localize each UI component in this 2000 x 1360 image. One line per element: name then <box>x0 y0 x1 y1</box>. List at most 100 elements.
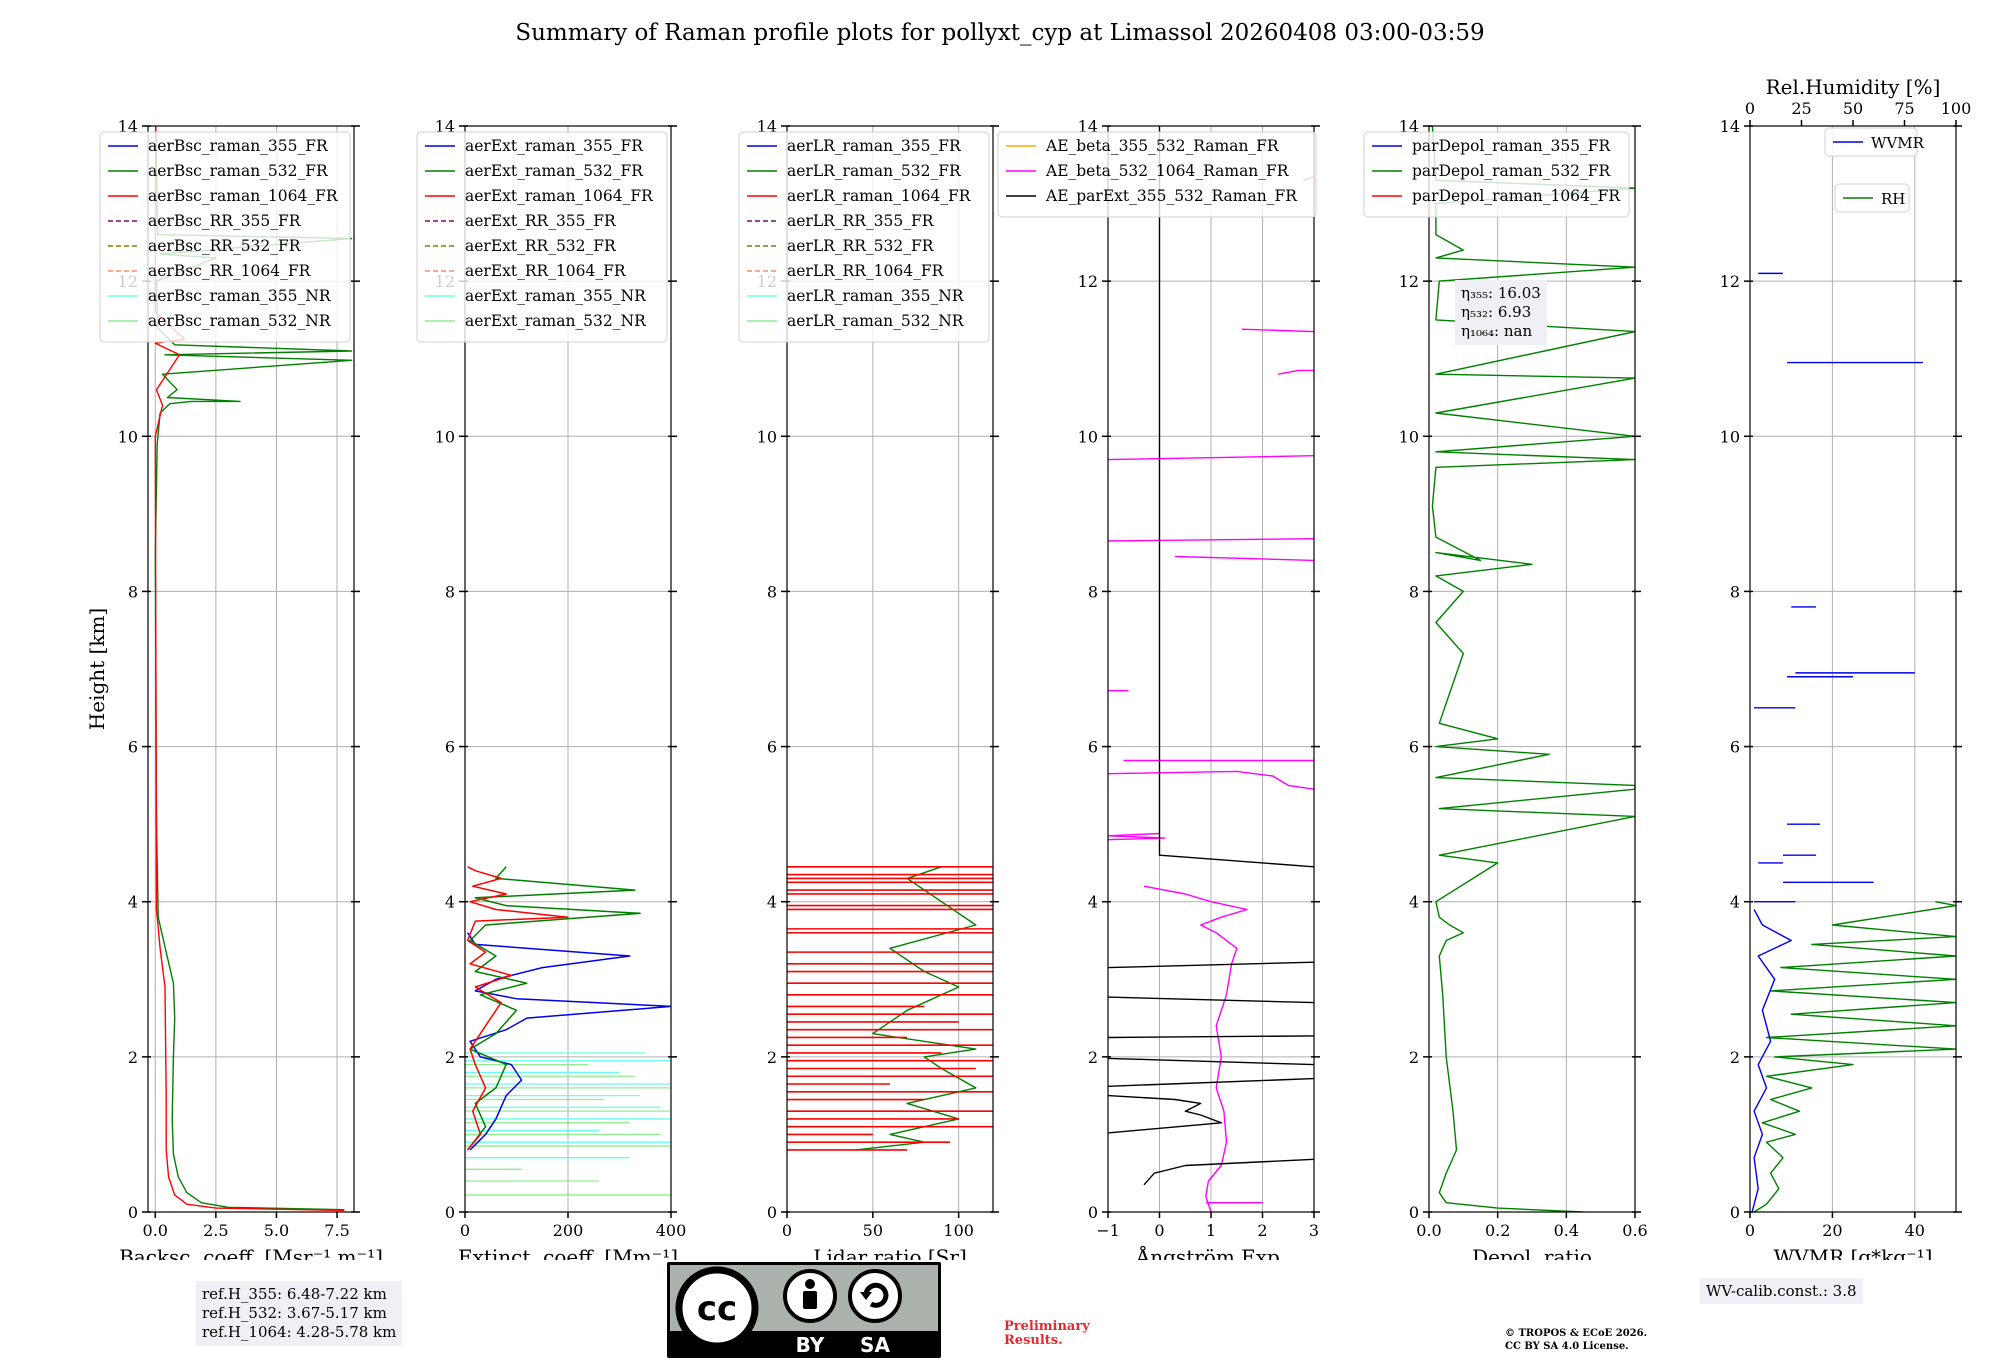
y-tick-label: 6 <box>445 738 455 757</box>
series-AE_parExt_355_532_Raman_FR <box>1143 1158 1314 1186</box>
series-group <box>465 866 671 1196</box>
y-tick-label: 10 <box>757 427 777 446</box>
y-tick-label: 0 <box>128 1203 138 1222</box>
legend-label: aerBsc_raman_355_FR <box>148 137 329 155</box>
x-tick-label: 0.4 <box>1554 1221 1579 1240</box>
cc-logo-icon <box>675 1266 759 1350</box>
y-tick-label: 4 <box>1730 893 1740 912</box>
x-tick-label: 400 <box>656 1221 687 1240</box>
x-tick-label: 3 <box>1309 1221 1319 1240</box>
series-AE_beta_532_1064_Raman_FR_i <box>1277 369 1314 375</box>
legend-label: aerExt_RR_355_FR <box>465 212 617 230</box>
eta-532: η₅₃₂: 6.93 <box>1461 303 1532 321</box>
legend-box <box>997 131 1317 218</box>
series-parDepol_raman_532_FR <box>1431 126 1635 1212</box>
series-AE_parExt_355_532_Raman_FR_c <box>1108 1077 1314 1087</box>
series-AE_beta_532_1064_Raman_FR_f <box>1174 555 1314 562</box>
y-tick-label: 14 <box>1720 117 1740 136</box>
series-aerExt_raman_355_FR <box>466 932 671 1151</box>
copyright-note: © TROPOS & ECoE 2026. CC BY SA 4.0 Licen… <box>1505 1327 1647 1353</box>
preliminary-note: Preliminary Results. <box>1004 1320 1090 1348</box>
y-tick-label: 2 <box>1088 1048 1098 1067</box>
legend-label: WVMR <box>1871 134 1925 152</box>
legend-label: aerLR_raman_355_NR <box>787 287 965 305</box>
preliminary-line2: Results. <box>1004 1333 1063 1348</box>
figure-title: Summary of Raman profile plots for polly… <box>515 20 1485 46</box>
y-tick-label: 12 <box>1078 272 1098 291</box>
legend-box <box>416 131 668 343</box>
top-x-tick-label: 75 <box>1894 99 1914 118</box>
legend-box <box>738 131 990 343</box>
legend: aerExt_raman_355_FR aerExt_raman_532_FRae… <box>416 131 668 343</box>
cc-logo-text: cc <box>697 1289 737 1329</box>
y-tick-label: 8 <box>1730 582 1740 601</box>
legend-label: aerBsc_raman_532_NR <box>148 312 332 330</box>
x-tick-label: 200 <box>553 1221 584 1240</box>
y-tick-label: 0 <box>445 1203 455 1222</box>
y-tick-label: 6 <box>1088 738 1098 757</box>
reference-height-box: ref.H_355: 6.48-7.22 km ref.H_532: 3.67-… <box>196 1281 403 1346</box>
panel-extinction: 024681012140200400Extinct. coeff. [Mm⁻¹]… <box>416 117 687 1260</box>
series-AE_beta_532_1064_Raman_FR_g <box>1108 538 1314 542</box>
legend-label: RH <box>1881 190 1905 208</box>
x-tick-label: −1 <box>1096 1221 1120 1240</box>
by-label: BY <box>796 1333 825 1357</box>
legend-label: aerBsc_raman_355_NR <box>148 287 332 305</box>
y-tick-label: 10 <box>1399 427 1419 446</box>
legend: aerBsc_raman_355_FR aerBsc_raman_532_FRae… <box>99 131 351 343</box>
axes-frame <box>147 125 355 1213</box>
ref-h-355: ref.H_355: 6.48-7.22 km <box>202 1285 387 1303</box>
legend: AE_beta_355_532_Raman_FR AE_beta_532_1064… <box>997 131 1317 218</box>
panel-lidar_ratio: 02468101214050100Lidar ratio [Sr]aerLR_r… <box>738 117 999 1260</box>
ref-h-532: ref.H_532: 3.67-5.17 km <box>202 1304 387 1322</box>
legend-label: AE_parExt_355_532_Raman_FR <box>1045 187 1298 205</box>
x-tick-label: 2 <box>1257 1221 1267 1240</box>
y-tick-label: 8 <box>1088 582 1098 601</box>
legend-label: aerExt_raman_355_FR <box>465 137 644 155</box>
legend: WVMR RH <box>1824 127 1925 213</box>
y-tick-label: 6 <box>1409 738 1419 757</box>
legend-box <box>1363 131 1630 218</box>
y-tick-label: 14 <box>1078 117 1098 136</box>
y-tick-label: 2 <box>767 1048 777 1067</box>
legend-label: aerExt_RR_1064_FR <box>465 262 627 280</box>
top-x-axis-label: Rel.Humidity [%] <box>1766 75 1941 99</box>
series-RH <box>1753 901 1956 1212</box>
x-tick-label: 7.5 <box>324 1221 349 1240</box>
series-AE_parExt_355_532_Raman_FR_b <box>1108 1094 1222 1134</box>
y-tick-label: 4 <box>1409 893 1419 912</box>
copyright-line1: © TROPOS & ECoE 2026. <box>1505 1328 1648 1339</box>
x-tick-label: 1 <box>1206 1221 1216 1240</box>
series-AE_beta_532_1064_Raman_FR_h <box>1108 455 1314 461</box>
legend-box <box>1824 127 1918 157</box>
legend-label: aerBsc_RR_532_FR <box>148 237 302 255</box>
legend: aerLR_raman_355_FR aerLR_raman_532_FR aerL… <box>738 131 990 343</box>
figure-canvas: Height [km]024681012140.02.55.07.5Backsc… <box>85 75 1972 1260</box>
x-tick-label: 20 <box>1822 1221 1842 1240</box>
eta-355: η₃₅₅: 16.03 <box>1461 284 1541 302</box>
series-aerBsc_raman_1064_FR <box>154 126 345 1212</box>
legend-box <box>99 131 351 343</box>
legend-label: aerBsc_raman_1064_FR <box>148 187 339 205</box>
x-tick-label: 0 <box>1154 1221 1164 1240</box>
legend-label: aerExt_RR_532_FR <box>465 237 617 255</box>
x-tick-label: 0 <box>460 1221 470 1240</box>
legend-label: aerBsc_raman_532_FR <box>148 162 329 180</box>
legend-label: aerLR_RR_355_FR <box>787 212 935 230</box>
y-tick-label: 14 <box>435 117 455 136</box>
top-x-tick-label: 0 <box>1745 99 1755 118</box>
top-x-tick-label: 50 <box>1843 99 1863 118</box>
y-tick-label: 10 <box>118 427 138 446</box>
y-tick-label: 8 <box>767 582 777 601</box>
x-axis-label: Depol. ratio <box>1472 1245 1592 1260</box>
x-tick-label: 0.0 <box>1416 1221 1441 1240</box>
y-tick-label: 2 <box>445 1048 455 1067</box>
legend-label: aerExt_raman_1064_FR <box>465 187 654 205</box>
x-tick-label: 0.0 <box>143 1221 168 1240</box>
y-tick-label: 8 <box>1409 582 1419 601</box>
series-AE_parExt_355_532_Raman_FR_f <box>1108 996 1314 1004</box>
cc-by-sa-badge: cc BY SA <box>667 1262 941 1358</box>
axes-frame <box>1749 125 1957 1213</box>
